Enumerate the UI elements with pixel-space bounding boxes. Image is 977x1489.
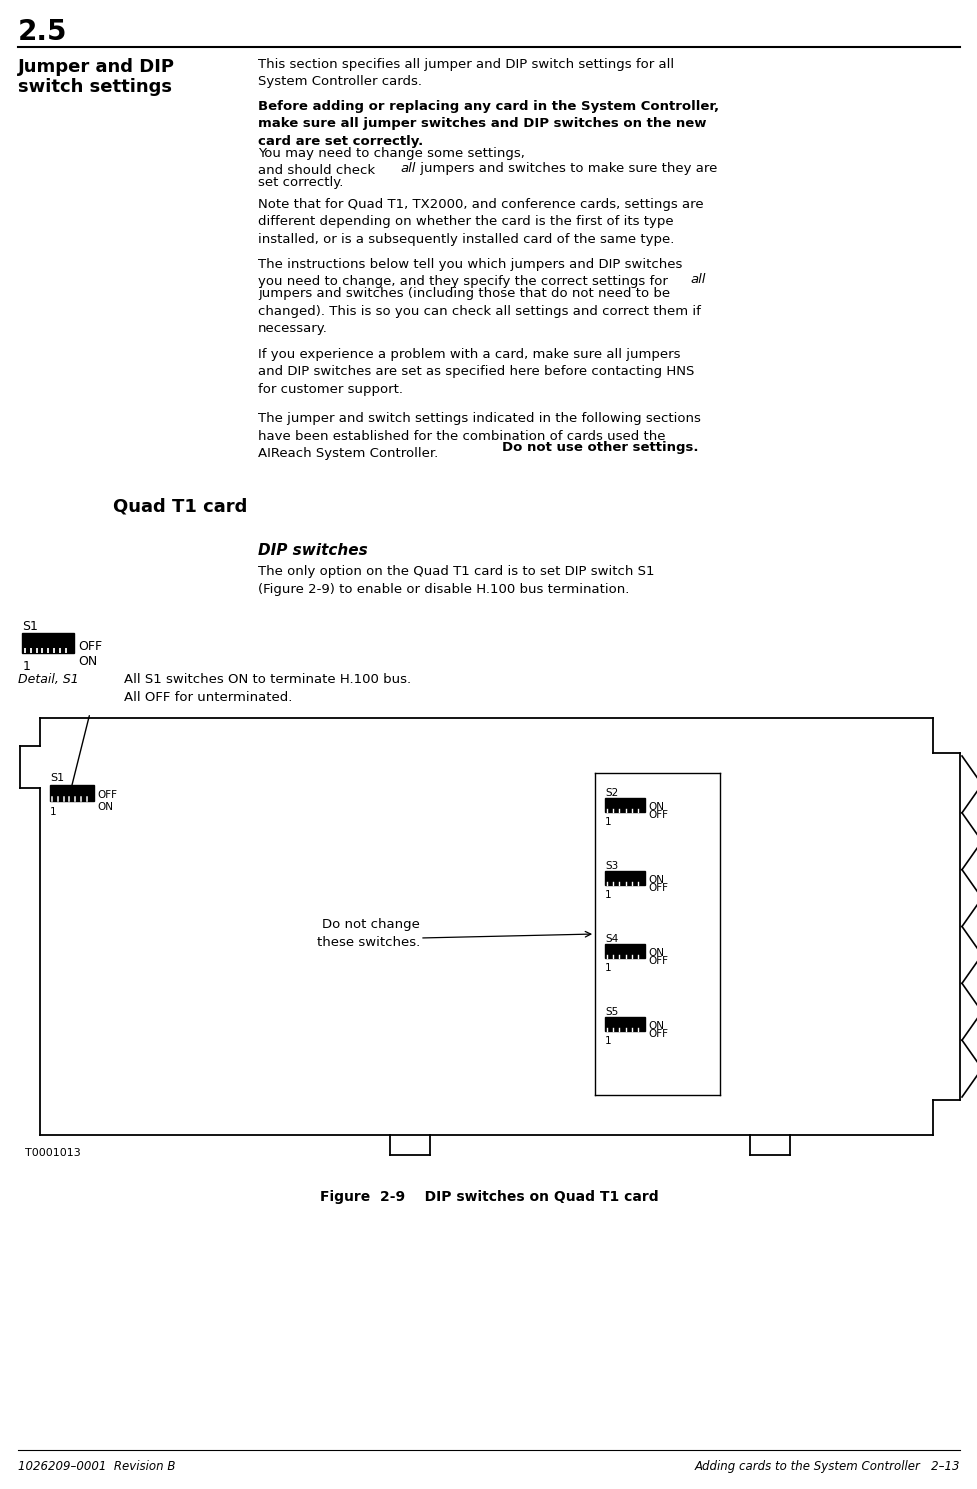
Text: Figure  2-9    DIP switches on Quad T1 card: Figure 2-9 DIP switches on Quad T1 card (319, 1190, 658, 1205)
Text: S1: S1 (50, 773, 64, 783)
Text: The instructions below tell you which jumpers and DIP switches
you need to chang: The instructions below tell you which ju… (258, 258, 682, 289)
Text: S1: S1 (21, 619, 38, 633)
Text: Jumper and DIP: Jumper and DIP (18, 58, 175, 76)
Text: Detail, S1: Detail, S1 (18, 673, 79, 686)
Bar (605, 944, 645, 957)
Text: 1: 1 (605, 963, 611, 972)
Text: Before adding or replacing any card in the System Controller,
make sure all jump: Before adding or replacing any card in t… (258, 100, 718, 147)
Text: S3: S3 (605, 861, 617, 871)
Text: This section specifies all jumper and DIP switch settings for all
System Control: This section specifies all jumper and DI… (258, 58, 673, 88)
Text: OFF: OFF (648, 956, 667, 966)
Bar (21, 633, 74, 654)
Text: DIP switches: DIP switches (258, 543, 367, 558)
Text: ON: ON (97, 803, 113, 812)
Text: 1: 1 (23, 660, 31, 673)
Text: All S1 switches ON to terminate H.100 bus.
All OFF for unterminated.: All S1 switches ON to terminate H.100 bu… (124, 673, 410, 704)
Bar (605, 798, 645, 812)
Text: jumpers and switches (including those that do not need to be
changed). This is s: jumpers and switches (including those th… (258, 287, 701, 335)
Text: ON: ON (648, 948, 663, 957)
Text: jumpers and switches to make sure they are: jumpers and switches to make sure they a… (415, 162, 717, 176)
Text: S5: S5 (605, 1007, 617, 1017)
Text: OFF: OFF (78, 640, 102, 654)
Bar (605, 871, 645, 884)
Text: ON: ON (648, 876, 663, 884)
Text: all: all (400, 162, 415, 176)
Text: set correctly.: set correctly. (258, 176, 343, 189)
Text: The jumper and switch settings indicated in the following sections
have been est: The jumper and switch settings indicated… (258, 412, 701, 460)
Text: T0001013: T0001013 (25, 1148, 81, 1158)
Text: S2: S2 (605, 788, 617, 798)
Text: The only option on the Quad T1 card is to set DIP switch S1
(Figure 2-9) to enab: The only option on the Quad T1 card is t… (258, 564, 654, 596)
Text: switch settings: switch settings (18, 77, 172, 95)
Text: If you experience a problem with a card, make sure all jumpers
and DIP switches : If you experience a problem with a card,… (258, 348, 694, 396)
Text: 1026209–0001  Revision B: 1026209–0001 Revision B (18, 1461, 175, 1473)
Text: OFF: OFF (648, 1029, 667, 1039)
Text: 1: 1 (605, 817, 611, 826)
Text: OFF: OFF (648, 810, 667, 820)
Text: OFF: OFF (648, 883, 667, 893)
Text: You may need to change some settings,
and should check: You may need to change some settings, an… (258, 147, 525, 177)
Bar (50, 785, 94, 801)
Text: Adding cards to the System Controller   2–13: Adding cards to the System Controller 2–… (694, 1461, 959, 1473)
Text: Do not use other settings.: Do not use other settings. (501, 441, 698, 454)
Text: Do not change
these switches.: Do not change these switches. (317, 919, 419, 948)
Text: Quad T1 card: Quad T1 card (113, 497, 247, 517)
Text: 1: 1 (50, 807, 57, 817)
Text: all: all (690, 272, 704, 286)
Text: OFF: OFF (97, 791, 117, 800)
Text: 1: 1 (605, 1036, 611, 1045)
Bar (605, 1017, 645, 1030)
Text: ON: ON (78, 655, 97, 669)
Text: 1: 1 (605, 890, 611, 899)
Text: ON: ON (648, 803, 663, 812)
Text: S4: S4 (605, 934, 617, 944)
Text: Note that for Quad T1, TX2000, and conference cards, settings are
different depe: Note that for Quad T1, TX2000, and confe… (258, 198, 702, 246)
Text: 2.5: 2.5 (18, 18, 67, 46)
Text: ON: ON (648, 1021, 663, 1030)
